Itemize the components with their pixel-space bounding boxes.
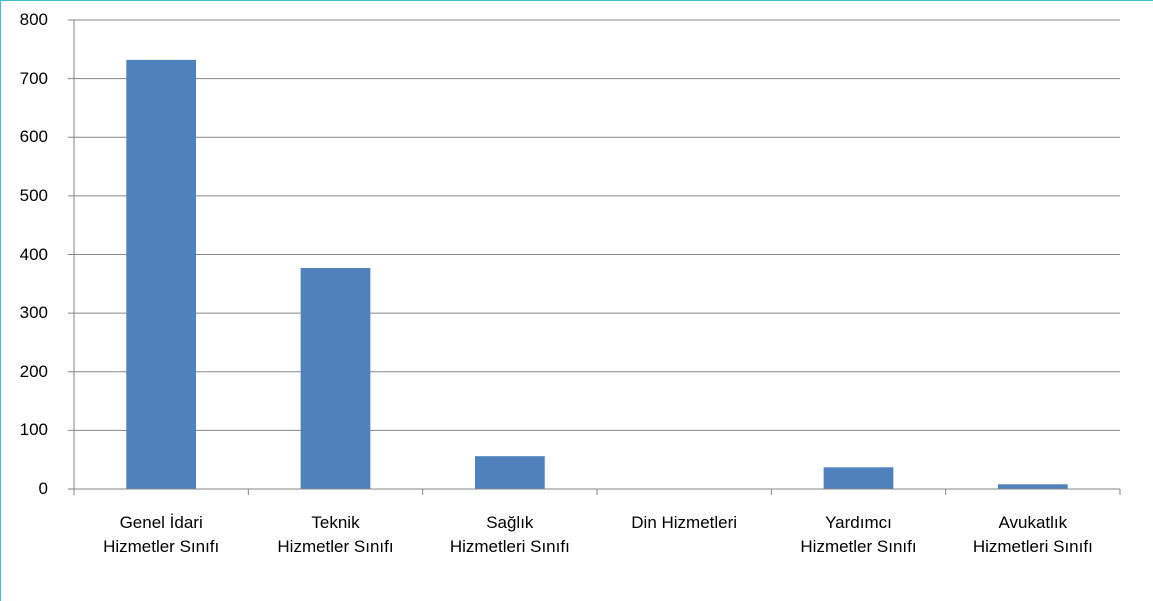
bar bbox=[823, 467, 894, 489]
x-tick-label: Sağlık Hizmetleri Sınıfı bbox=[449, 513, 570, 556]
x-tick-label: Avukatlık Hizmetleri Sınıfı bbox=[972, 513, 1093, 556]
x-tick-label: Din Hizmetleri bbox=[631, 513, 738, 532]
bar bbox=[126, 59, 197, 490]
y-tick-label: 400 bbox=[19, 244, 48, 264]
x-tick-label: Teknik Hizmetler Sınıfı bbox=[277, 513, 394, 556]
x-tick-label: Yardımcı Hizmetler Sınıfı bbox=[800, 513, 917, 556]
y-tick-label: 200 bbox=[19, 361, 48, 381]
y-tick-label: 300 bbox=[19, 303, 48, 323]
bar bbox=[300, 267, 371, 489]
y-tick-label: 800 bbox=[19, 10, 48, 29]
y-tick-label: 100 bbox=[19, 420, 48, 440]
y-tick-label: 0 bbox=[38, 479, 48, 498]
bar bbox=[997, 484, 1068, 489]
bar bbox=[474, 456, 545, 489]
x-tick-label: Genel İdari Hizmetler Sınıfı bbox=[103, 513, 220, 556]
y-tick-label: 600 bbox=[19, 127, 48, 147]
y-tick-label: 500 bbox=[19, 185, 48, 205]
y-tick-label: 700 bbox=[19, 68, 48, 88]
